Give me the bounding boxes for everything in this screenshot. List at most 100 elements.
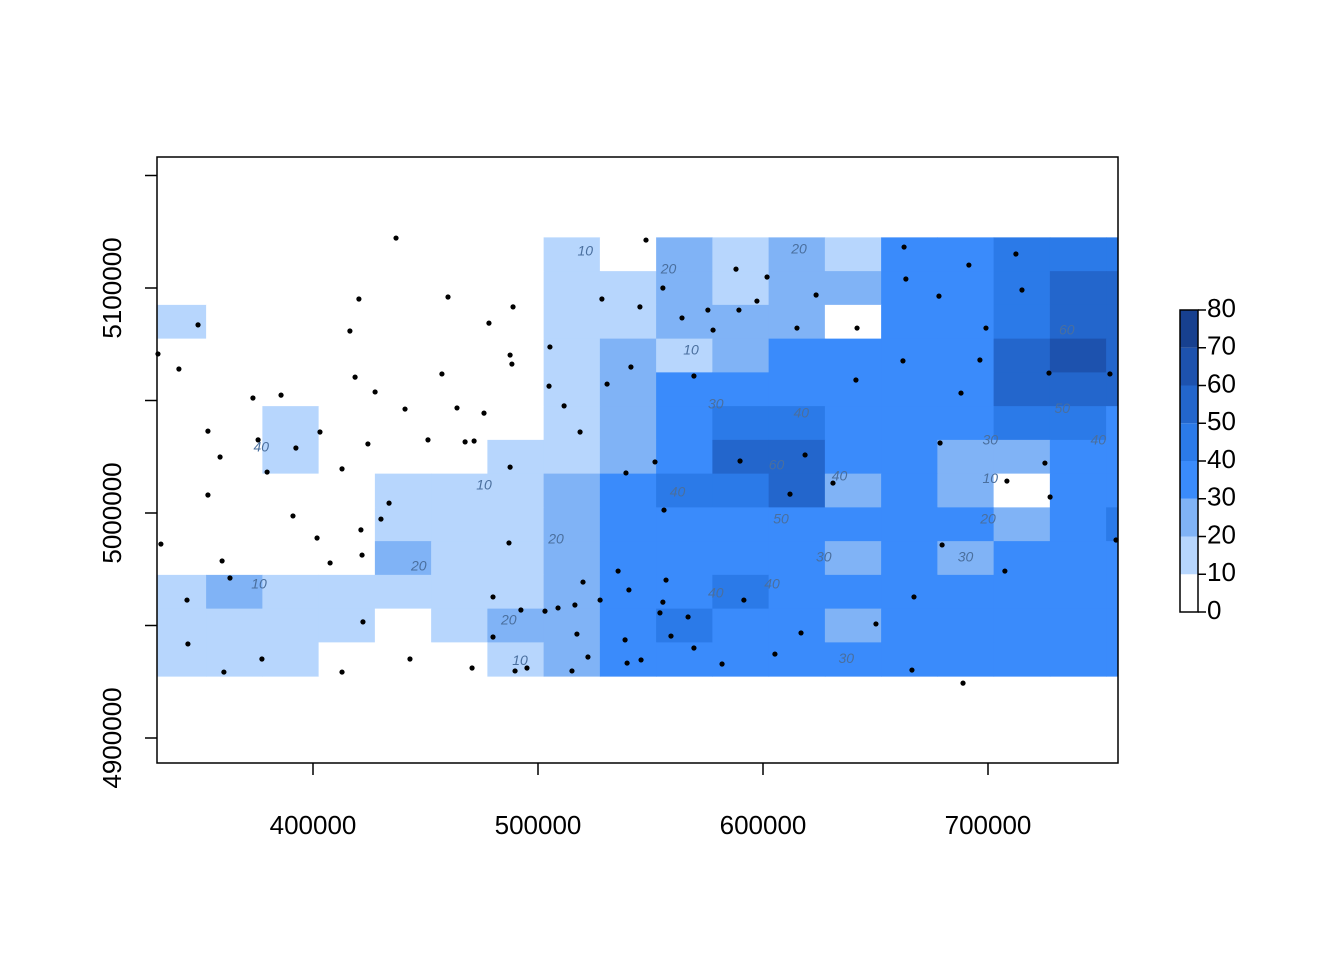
field-cell (1049, 304, 1107, 340)
overlay-layer: 10 20 20 10 30 40 60 40 50 40 10 20 20 10 20 10 30 40 40 30… (155, 235, 1119, 686)
field-cell (881, 304, 938, 340)
sample-point (255, 437, 261, 443)
sample-point (679, 315, 685, 321)
contour-label: 20 (790, 240, 807, 256)
sample-point (637, 304, 643, 310)
field-cell (1106, 642, 1118, 677)
field-cell (487, 541, 545, 576)
field-cell (431, 237, 488, 272)
field-cell (157, 574, 207, 610)
colorbar-swatch (1180, 574, 1198, 612)
sample-point (691, 373, 697, 379)
sample-point (547, 344, 553, 350)
field-cell (656, 271, 713, 306)
sample-point (802, 452, 808, 458)
sample-point (317, 429, 323, 435)
sample-point (585, 654, 591, 660)
field-cell (712, 541, 770, 576)
field-cell (599, 541, 657, 576)
field-cell (1049, 541, 1107, 576)
contour-label: 30 (816, 549, 832, 565)
field-cell (599, 406, 657, 441)
field-cell (543, 304, 601, 340)
field-cell (824, 439, 882, 475)
field-cell (318, 237, 376, 272)
contour-label: 50 (1054, 400, 1070, 416)
sample-point (939, 542, 945, 548)
field-cell (157, 439, 207, 475)
field-cell (881, 541, 938, 576)
field-cell (206, 271, 263, 306)
field-cell (993, 338, 1051, 373)
sample-point (615, 568, 621, 574)
sample-point (813, 292, 819, 298)
y-tick-label: 5000000 (97, 462, 127, 563)
contour-label: 40 (670, 483, 686, 499)
field-cell (318, 574, 376, 610)
field-cell (768, 473, 826, 508)
field-cell (993, 541, 1051, 576)
sample-point (660, 599, 666, 605)
field-cell (157, 338, 207, 373)
field-cell (543, 608, 601, 643)
field-cell (374, 338, 432, 373)
field-cell (262, 372, 320, 407)
sample-point (227, 575, 233, 581)
sample-point (626, 587, 632, 593)
contour-label: 40 (253, 438, 269, 454)
sample-point (958, 390, 964, 396)
sample-point (439, 371, 445, 377)
field-cell (824, 338, 882, 373)
sample-point (1047, 494, 1053, 500)
field-cell (937, 642, 995, 677)
contour-label: 40 (764, 576, 780, 592)
field-cell (1049, 439, 1107, 475)
plot-frame (156, 156, 1119, 764)
field-cell (599, 473, 657, 508)
sample-point (512, 668, 518, 674)
field-cell (487, 574, 545, 610)
sample-point (339, 669, 345, 675)
field-cell (881, 372, 938, 407)
sample-point (372, 389, 378, 395)
field-cell (206, 439, 263, 475)
field-cell (1106, 406, 1118, 441)
field-cell (1049, 507, 1107, 542)
field-cell (993, 642, 1051, 677)
sample-point (407, 656, 413, 662)
sample-point (155, 351, 161, 357)
field-cell (206, 406, 263, 441)
field-cell (431, 271, 488, 306)
sample-point (643, 237, 649, 243)
field-cell (157, 541, 207, 576)
sample-point (425, 437, 431, 443)
field-cell (599, 439, 657, 475)
field-cell (937, 372, 995, 407)
contour-label: 60 (1059, 321, 1075, 337)
field-cell (262, 574, 320, 610)
sample-point (402, 406, 408, 412)
sample-point (572, 602, 578, 608)
field-cell (543, 372, 601, 407)
sample-point (705, 307, 711, 313)
sample-point (685, 614, 691, 620)
x-tick-label: 700000 (945, 810, 1032, 840)
field-cell (262, 473, 320, 508)
sample-point (661, 507, 667, 513)
field-cell (487, 304, 545, 340)
contour-label: 30 (958, 549, 974, 565)
sample-point (577, 429, 583, 435)
contour-label: 20 (500, 612, 517, 628)
sample-point (555, 605, 561, 611)
x-tick-label: 400000 (270, 810, 357, 840)
field-cell (543, 237, 601, 272)
sample-point (830, 480, 836, 486)
field-cell (206, 372, 263, 407)
sample-point (378, 516, 384, 522)
sample-point (663, 577, 669, 583)
contour-label: 10 (476, 477, 492, 493)
field-cell (656, 304, 713, 340)
field-cell (206, 507, 263, 542)
field-cell (712, 574, 770, 610)
